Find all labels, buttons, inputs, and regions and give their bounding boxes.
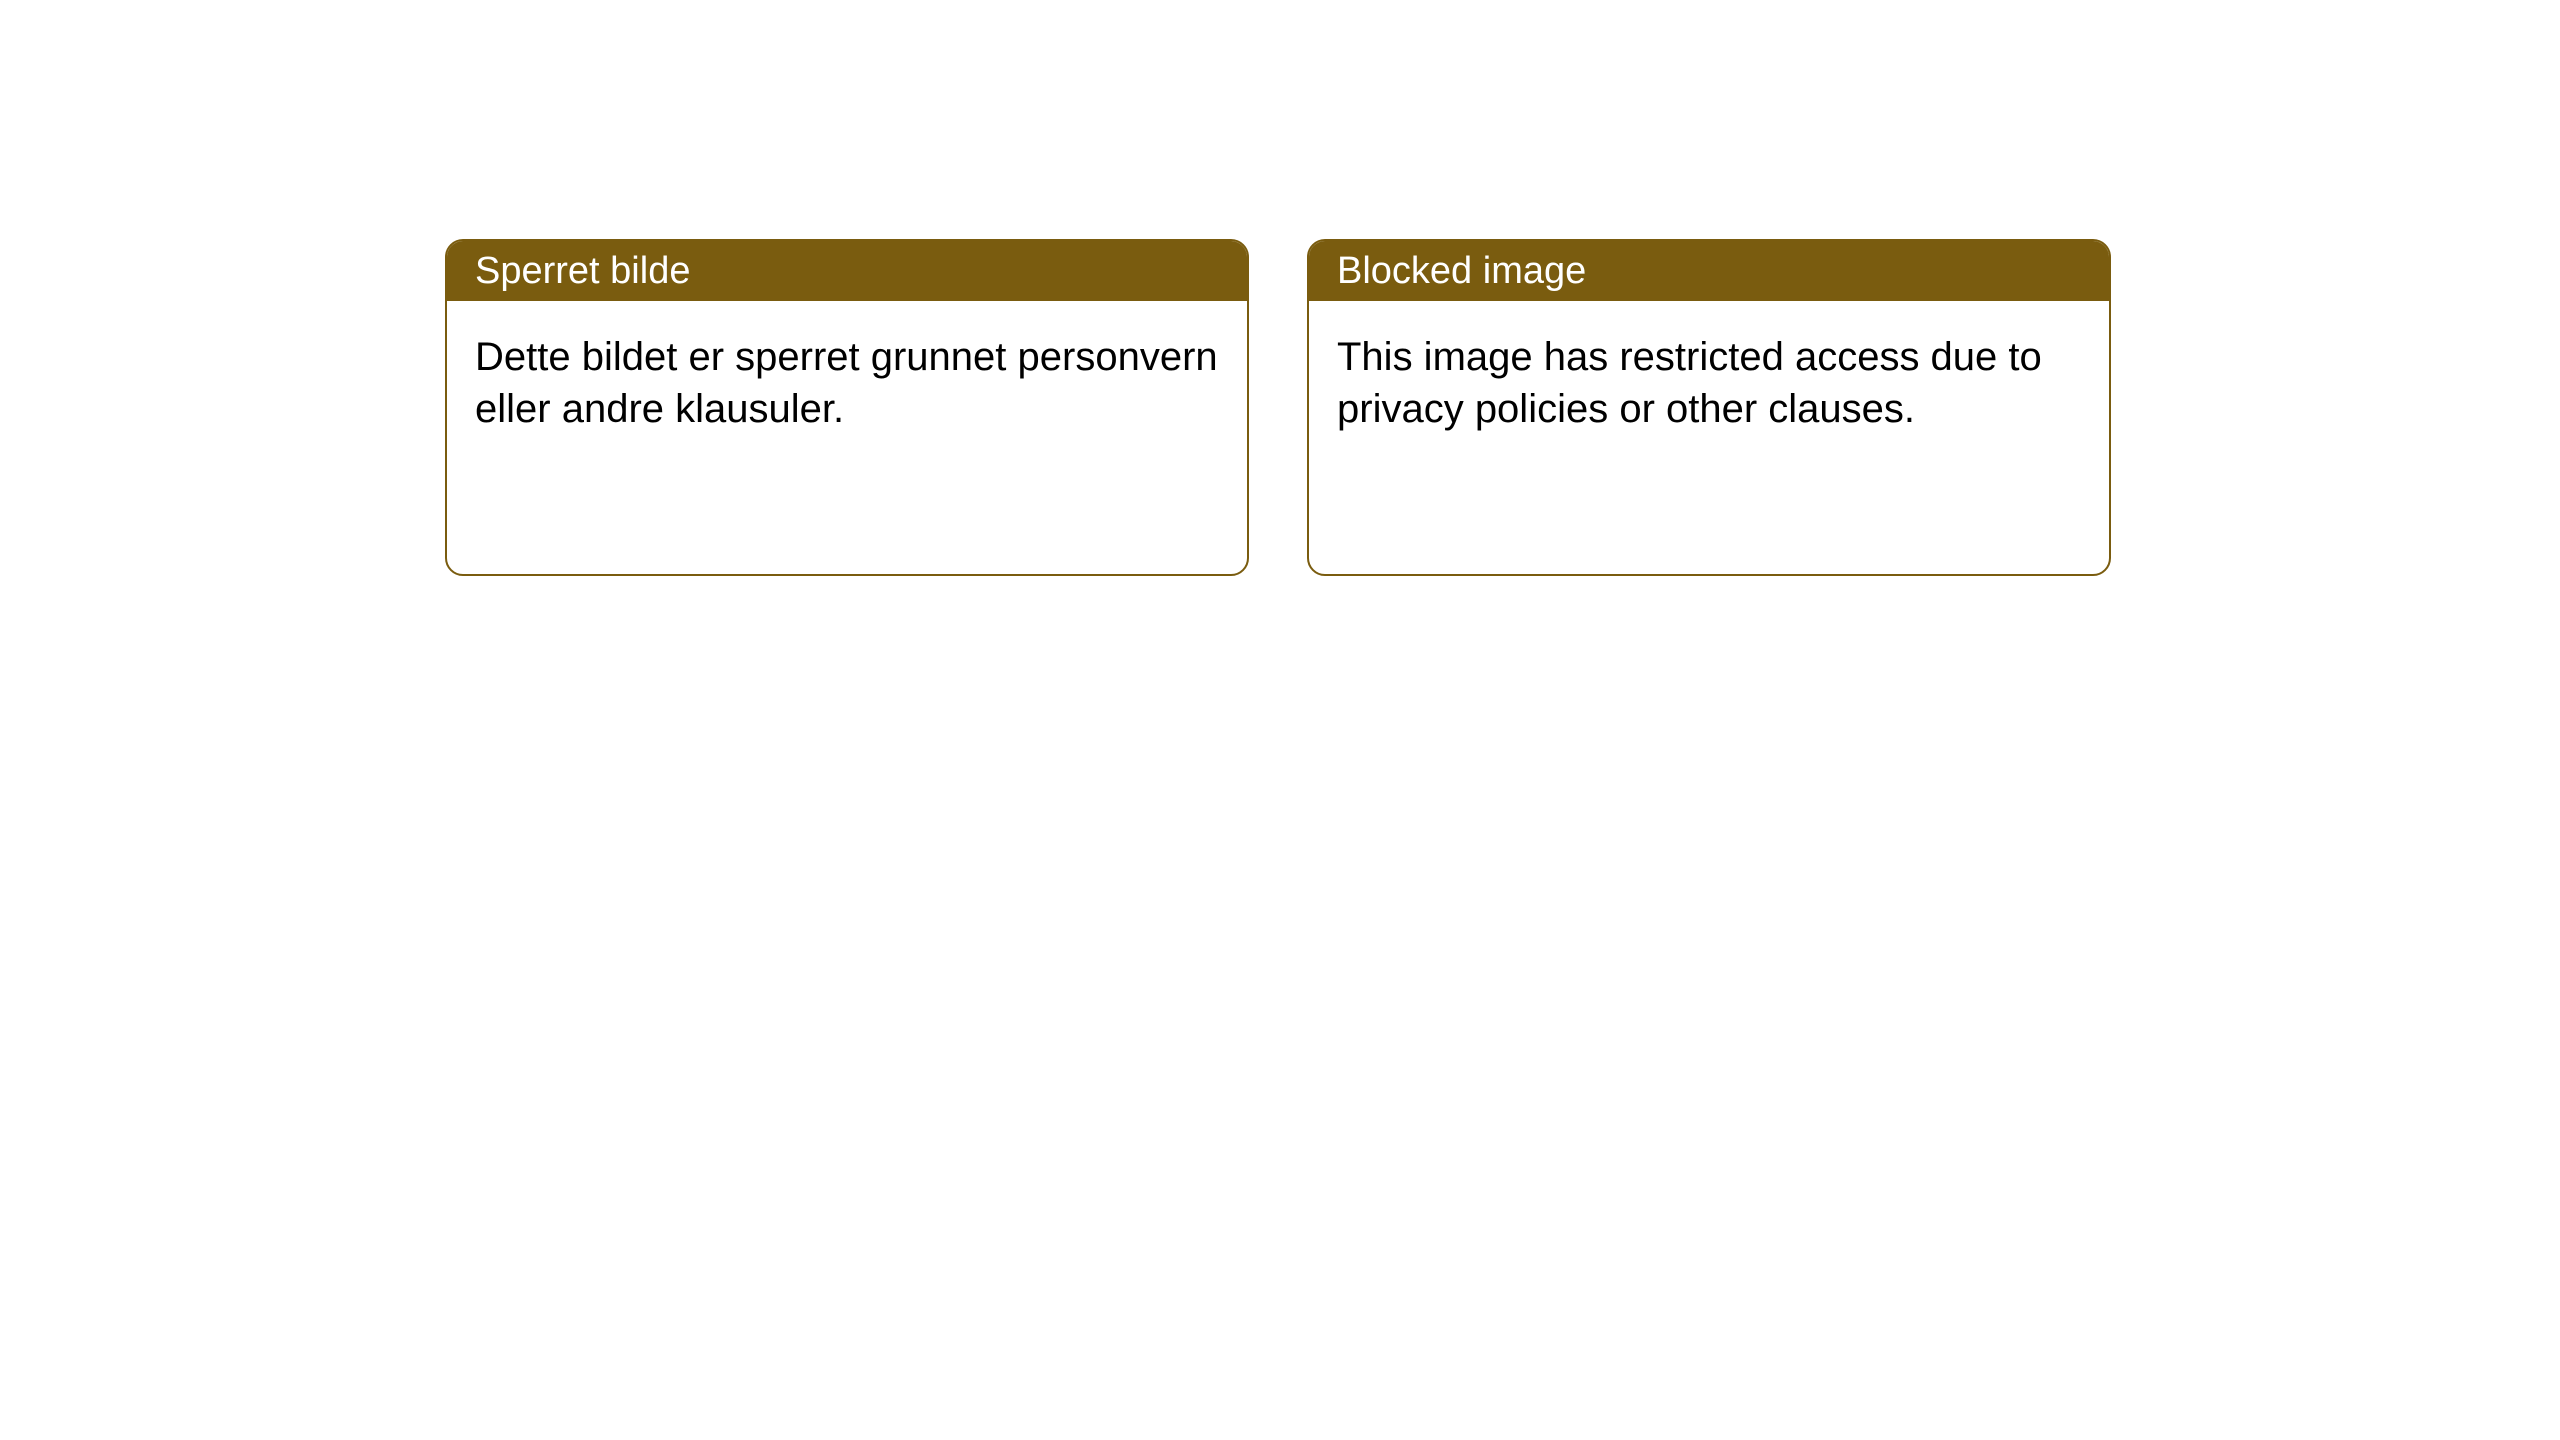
card-text: This image has restricted access due to … bbox=[1337, 331, 2081, 435]
card-title: Sperret bilde bbox=[475, 250, 690, 293]
card-body: This image has restricted access due to … bbox=[1309, 301, 2109, 465]
card-body: Dette bildet er sperret grunnet personve… bbox=[447, 301, 1247, 465]
card-header: Blocked image bbox=[1309, 241, 2109, 301]
card-header: Sperret bilde bbox=[447, 241, 1247, 301]
notice-cards-container: Sperret bilde Dette bildet er sperret gr… bbox=[445, 239, 2111, 576]
notice-card-english: Blocked image This image has restricted … bbox=[1307, 239, 2111, 576]
notice-card-norwegian: Sperret bilde Dette bildet er sperret gr… bbox=[445, 239, 1249, 576]
card-title: Blocked image bbox=[1337, 250, 1586, 293]
card-text: Dette bildet er sperret grunnet personve… bbox=[475, 331, 1219, 435]
